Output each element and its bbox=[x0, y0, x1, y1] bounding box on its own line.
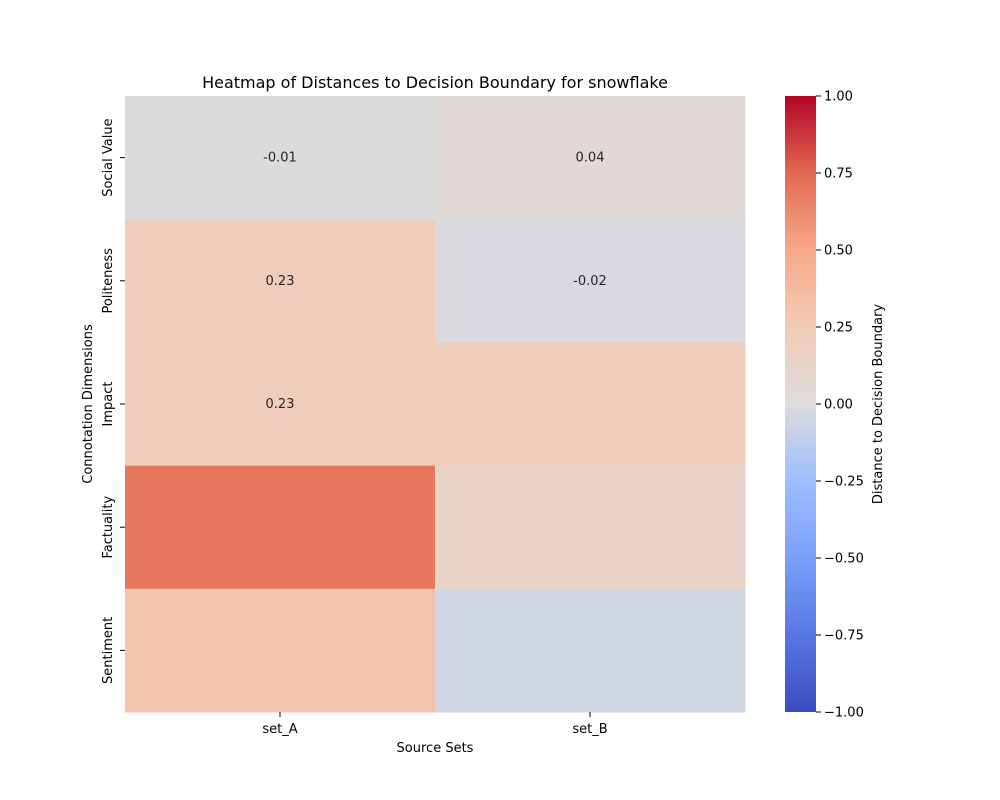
x-tick-label: set_A bbox=[262, 722, 297, 737]
y-tick-label: Politeness bbox=[101, 248, 116, 314]
heatmap-cell bbox=[125, 588, 436, 713]
colorbar-tick-label: −0.75 bbox=[824, 629, 864, 644]
heatmap-cell bbox=[435, 342, 746, 467]
heatmap-cell bbox=[125, 219, 436, 343]
y-tick-label: Social Value bbox=[101, 118, 116, 196]
colorbar-tick-label: −0.50 bbox=[824, 552, 864, 567]
heatmap-cell bbox=[125, 465, 436, 590]
cell-annotation: 0.23 bbox=[266, 274, 295, 289]
cell-annotation: 0.04 bbox=[576, 151, 605, 166]
heatmap-cell bbox=[435, 96, 746, 220]
y-tick-label: Factuality bbox=[101, 496, 116, 559]
colorbar-tick-label: 1.00 bbox=[824, 90, 853, 105]
colorbar-tick-label: 0.00 bbox=[824, 398, 853, 413]
heatmap-cell bbox=[435, 588, 746, 713]
y-tick-label: Sentiment bbox=[101, 617, 116, 684]
heatmap-cell bbox=[435, 219, 746, 343]
cell-annotation: -0.01 bbox=[263, 151, 297, 166]
chart-title: Heatmap of Distances to Decision Boundar… bbox=[202, 73, 668, 92]
colorbar-label: Distance to Decision Boundary bbox=[871, 304, 886, 505]
heatmap-cell bbox=[125, 96, 436, 220]
x-axis-label: Source Sets bbox=[397, 741, 474, 756]
colorbar bbox=[785, 96, 816, 712]
cell-annotation: 0.23 bbox=[266, 397, 295, 412]
colorbar-tick-label: −0.25 bbox=[824, 475, 864, 490]
colorbar-tick-label: −1.00 bbox=[824, 706, 864, 721]
y-axis-ticks: Social Value Politeness Impact Factuality Se… bbox=[101, 118, 125, 684]
y-axis-label: Connotation Dimensions bbox=[81, 324, 96, 484]
heatmap-cell bbox=[125, 342, 436, 467]
colorbar-tick-label: 0.75 bbox=[824, 167, 853, 182]
heatmap-cells bbox=[125, 96, 746, 713]
colorbar-ticks: 1.00 0.75 0.50 0.25 0.00 −0.25 −0.50 −0.75 −1.00 bbox=[816, 90, 864, 721]
y-tick-label: Impact bbox=[101, 382, 116, 427]
x-axis-ticks: set_A set_B bbox=[262, 712, 608, 737]
colorbar-tick-label: 0.25 bbox=[824, 321, 853, 336]
heatmap-cell bbox=[435, 465, 746, 590]
cell-annotation: -0.02 bbox=[573, 274, 607, 289]
colorbar-tick-label: 0.50 bbox=[824, 244, 853, 259]
x-tick-label: set_B bbox=[572, 722, 607, 737]
cell-annotations: -0.01 0.04 0.23 -0.02 0.23 bbox=[263, 151, 607, 412]
